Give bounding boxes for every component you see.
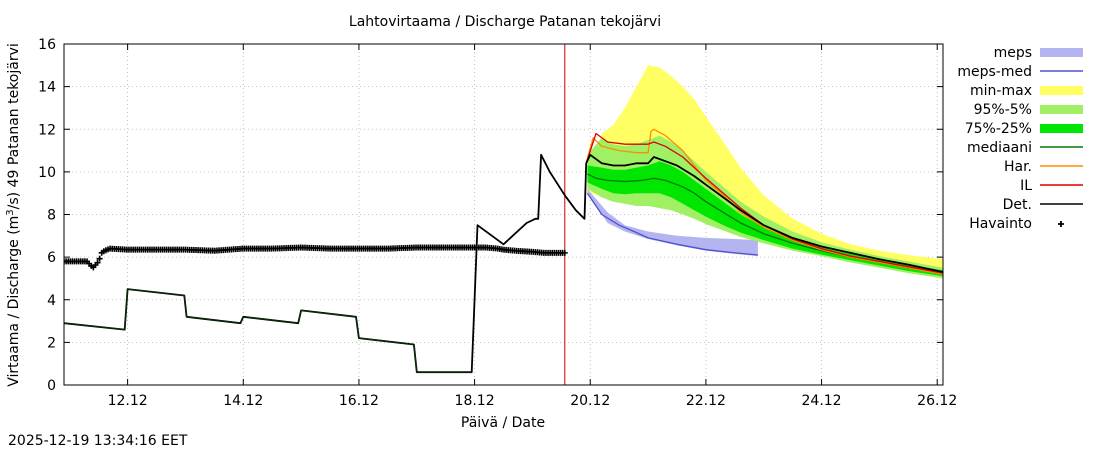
x-tick-label: 18.12 [455,393,495,409]
timestamp: 2025-12-19 13:34:16 EET [8,433,188,449]
legend-swatch [1040,105,1083,114]
x-tick-label: 22.12 [686,393,726,409]
havainto-marker [561,249,568,256]
y-tick-label: 0 [47,378,56,394]
y-tick-label: 8 [47,208,56,224]
legend-label: 75%-25% [965,121,1032,137]
y-tick-label: 16 [38,37,56,53]
legend: meps meps-med min-max 95%-5% 75%-25% mediaani… [957,45,1083,232]
x-axis: 12.12 14.12 16.12 18.12 20.12 22.12 24.12 26.12 [108,44,957,409]
y-tick-label: 4 [47,293,56,309]
x-axis-label: Päivä / Date [461,415,545,431]
band-min-max [587,65,943,279]
legend-label: Havainto [969,216,1032,232]
y-axis-label-part1: Virtaama / Discharge (m [6,216,22,387]
plot-area [64,44,943,385]
series-meps-med [586,192,758,256]
y-axis-label-part2: /s) 49 Patanan tekojärvi [6,43,22,209]
havainto-marker [94,259,101,266]
legend-label: Har. [1004,159,1032,175]
x-tick-label: 20.12 [570,393,610,409]
legend-swatch [1040,86,1083,95]
x-tick-label: 14.12 [223,393,263,409]
plot-content [64,44,943,385]
x-tick-label: 24.12 [802,393,842,409]
y-tick-label: 6 [47,250,56,266]
legend-label: IL [1020,178,1032,194]
legend-label: meps [994,45,1032,61]
y-tick-label: 2 [47,335,56,351]
series-il [585,132,943,274]
y-tick-label: 10 [38,165,56,181]
plot-frame [63,43,944,386]
legend-swatch [1040,124,1083,133]
chart-title: Lahtovirtaama / Discharge Patanan tekojä… [349,14,661,30]
y-axis: 0 2 4 6 8 10 12 14 16 [38,37,943,394]
band-meps [587,188,758,257]
legend-swatch [1040,48,1083,57]
series-det-history-edge [64,288,472,373]
legend-label: Det. [1003,197,1032,213]
havainto-marker [96,255,103,262]
series-det- [64,153,943,374]
y-axis-label: Virtaama / Discharge (m3/s) 49 Patanan t… [5,43,22,387]
legend-label: min-max [970,83,1032,99]
y-tick-label: 12 [38,122,56,138]
y-axis-label-superscript: 3 [5,209,16,215]
series-havainto [64,244,568,271]
x-tick-label: 16.12 [339,393,379,409]
y-tick-label: 14 [38,80,56,96]
legend-label: 95%-5% [974,102,1032,118]
legend-swatch [1058,221,1064,227]
series-har- [585,128,943,275]
band-75-25 [587,161,943,277]
legend-label: mediaani [967,140,1032,156]
legend-label: meps-med [957,64,1032,80]
x-tick-label: 12.12 [108,393,148,409]
x-tick-label: 26.12 [917,393,957,409]
